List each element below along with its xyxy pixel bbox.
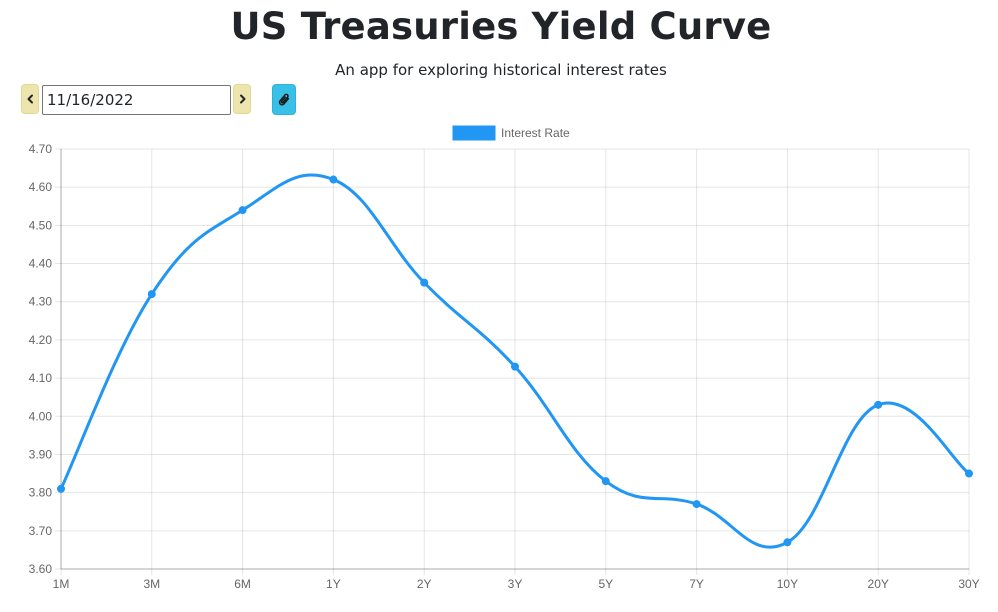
page-subtitle: An app for exploring historical interest… [335, 61, 667, 79]
data-point-5y[interactable] [601, 477, 610, 486]
legend-swatch[interactable] [452, 125, 496, 141]
chart-series [57, 173, 973, 549]
data-point-6m[interactable] [238, 206, 247, 215]
data-point-2y[interactable] [420, 278, 429, 287]
y-tick-label: 3.60 [29, 562, 53, 576]
x-tick-label: 1M [53, 577, 70, 591]
chevron-right-icon [239, 94, 245, 104]
chart-legend: Interest Rate [452, 125, 570, 141]
data-point-1y[interactable] [329, 175, 338, 184]
x-tick-label: 6M [234, 577, 251, 591]
chevron-left-icon [27, 94, 33, 104]
y-tick-label: 4.10 [29, 371, 53, 385]
legend-label[interactable]: Interest Rate [501, 126, 570, 140]
y-tick-label: 4.30 [29, 295, 53, 309]
y-tick-label: 4.70 [29, 142, 53, 156]
previous-date-button[interactable] [21, 84, 39, 114]
x-tick-label: 2Y [417, 577, 432, 591]
x-tick-label: 1Y [326, 577, 341, 591]
x-tick-label: 30Y [958, 577, 979, 591]
y-tick-label: 4.00 [29, 409, 53, 423]
x-tick-label: 20Y [868, 577, 889, 591]
y-tick-label: 3.80 [29, 486, 53, 500]
x-tick-label: 7Y [689, 577, 704, 591]
chart-grid [55, 148, 970, 575]
data-point-30y[interactable] [965, 469, 973, 478]
x-tick-label: 3M [143, 577, 160, 591]
chart-canvas: Interest Rate 4.704.604.504.404.304.204.… [29, 125, 980, 591]
x-tick-label: 5Y [598, 577, 613, 591]
data-point-10y[interactable] [783, 538, 792, 547]
data-point-3y[interactable] [511, 362, 519, 371]
y-tick-label: 3.70 [29, 524, 53, 538]
data-point-20y[interactable] [874, 400, 883, 409]
data-point-7y[interactable] [692, 500, 701, 509]
data-point-1m[interactable] [57, 484, 65, 493]
y-tick-label: 3.90 [29, 447, 53, 461]
x-tick-label: 3Y [508, 577, 523, 591]
data-point-3m[interactable] [147, 290, 156, 299]
y-tick-label: 4.60 [29, 180, 53, 194]
y-tick-label: 4.50 [29, 218, 53, 232]
share-link-button[interactable] [272, 84, 296, 115]
y-tick-label: 4.20 [29, 333, 53, 347]
paperclip-icon [278, 93, 290, 106]
yield-curve-chart: Interest Rate 4.70 4.60 4.50 4.40 4.30 4.20 4.… [0, 118, 998, 608]
page-title: US Treasuries Yield Curve [230, 5, 772, 48]
next-date-button[interactable] [233, 84, 251, 114]
y-tick-label: 4.40 [29, 257, 53, 271]
chart-axes: 4.70 4.60 4.50 4.40 4.30 4.20 4.10 4.00 3.90 3.80… [29, 142, 980, 591]
x-tick-label: 10Y [777, 577, 798, 591]
date-controls [0, 84, 998, 116]
date-input[interactable] [42, 85, 231, 115]
